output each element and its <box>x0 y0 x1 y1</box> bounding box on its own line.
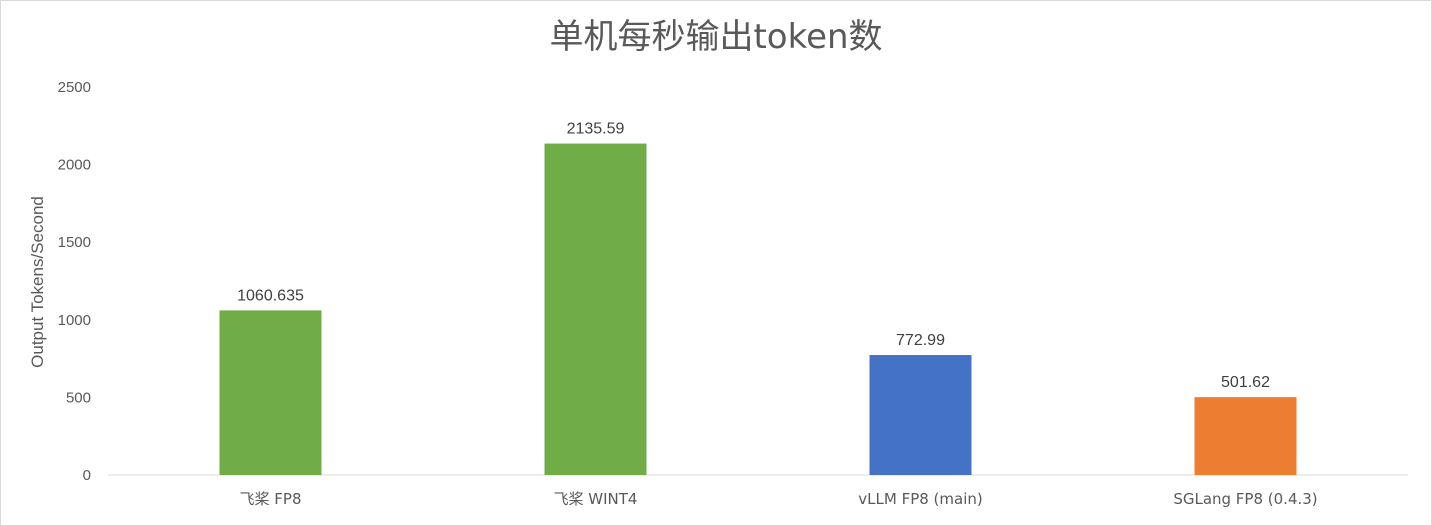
y-tick-label: 2500 <box>58 79 91 96</box>
x-tick-label: 飞桨 FP8 <box>240 490 302 508</box>
y-tick-label: 1500 <box>58 234 91 251</box>
bars <box>219 143 1297 475</box>
y-tick-label: 2000 <box>58 157 91 174</box>
x-axis-ticks: 飞桨 FP8 飞桨 WINT4 vLLM FP8 (main) SGLang FP8 … <box>240 490 1318 508</box>
y-tick-label: 0 <box>83 467 91 484</box>
y-tick-label: 1000 <box>58 312 91 329</box>
data-labels: 1060.635 2135.59 772.99 501.62 <box>237 121 1270 392</box>
x-tick-label: SGLang FP8 (0.4.3) <box>1173 490 1317 508</box>
x-tick-label: 飞桨 WINT4 <box>554 490 638 508</box>
x-tick-label: vLLM FP8 (main) <box>858 490 982 508</box>
data-label: 501.62 <box>1221 374 1270 391</box>
y-axis-ticks: 0 500 1000 1500 2000 2500 <box>58 79 91 484</box>
y-axis-label: Output Tokens/Second <box>28 196 47 368</box>
data-label: 2135.59 <box>567 121 625 138</box>
bar <box>869 355 972 475</box>
bar <box>544 143 647 475</box>
y-tick-label: 500 <box>66 389 91 406</box>
data-label: 772.99 <box>896 332 945 349</box>
data-label: 1060.635 <box>237 287 304 304</box>
chart-title: 单机每秒输出token数 <box>549 17 882 57</box>
bar <box>219 310 322 475</box>
bar <box>1194 397 1297 475</box>
